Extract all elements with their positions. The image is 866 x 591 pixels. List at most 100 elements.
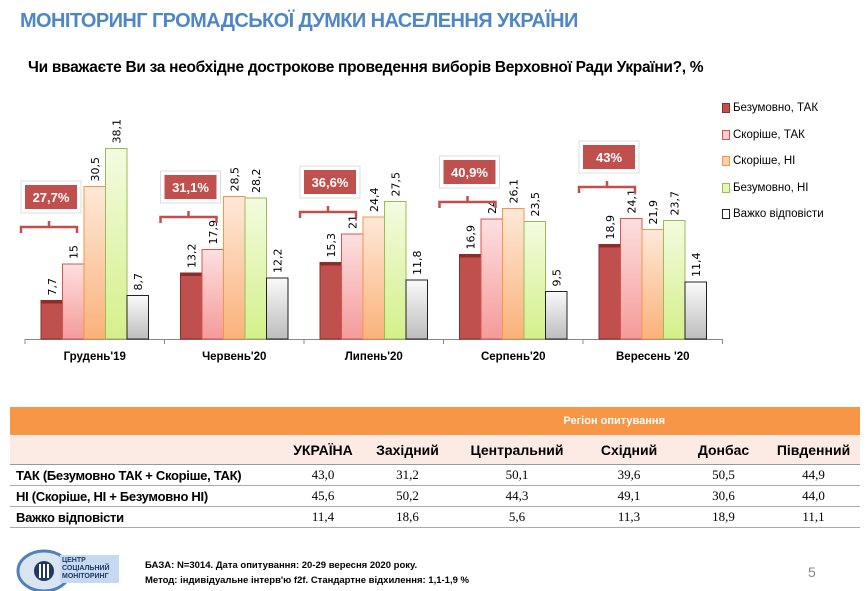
bar-0: [319, 262, 342, 340]
callout-bracket: [577, 181, 637, 193]
bar-0: [180, 272, 203, 340]
legend-swatch: [722, 103, 730, 114]
table-cell: 49,1: [578, 485, 680, 507]
legend-item: Скоріше, НІ: [722, 148, 824, 175]
column-header: Донбас: [680, 435, 767, 465]
bar-2: [641, 229, 664, 340]
bar-3: [244, 197, 267, 340]
column-header: Східний: [578, 435, 680, 465]
bar-top-edge: [459, 254, 481, 258]
data-label: 21,9: [647, 200, 660, 225]
bar-4: [266, 277, 289, 340]
callout-box: [583, 145, 635, 169]
table-row: Важко відповісти 11,4 18,6 5,6 11,3 18,9…: [10, 506, 860, 528]
table-cell: 50,2: [359, 485, 456, 507]
table-cell: 50,5: [680, 464, 767, 486]
table-cell: 44,9: [767, 464, 860, 486]
legend-swatch: [722, 129, 730, 140]
page-number: 5: [808, 564, 816, 580]
bar-4: [126, 295, 149, 340]
callout-label: 31,1%: [172, 180, 209, 195]
category-label: Грудень'19: [64, 351, 126, 363]
data-label: 28,5: [228, 167, 241, 192]
bar-top-edge: [180, 273, 202, 276]
data-label: 21: [346, 215, 359, 229]
legend-swatch: [722, 182, 730, 193]
bar-top-edge: [599, 244, 621, 248]
callout-bracket: [19, 221, 79, 233]
callout-box: [164, 175, 217, 199]
data-label: 24,1: [625, 189, 638, 214]
legend-item: Скоріше, ТАК: [722, 122, 824, 149]
data-label: 30,5: [89, 157, 102, 182]
column-header: Південний: [767, 435, 860, 465]
data-label: 11,4: [690, 253, 703, 278]
callout-box: [304, 170, 356, 194]
table-cell: 50,1: [456, 464, 578, 486]
bar-2: [223, 196, 246, 340]
bar-top-edge: [41, 300, 63, 304]
table-cell: 45,6: [287, 485, 359, 507]
logo-text: ЦЕНТР СОЦІАЛЬНИЙ МОНІТОРИНГ: [60, 555, 119, 583]
table-cell: 44,0: [767, 485, 860, 507]
callout-label: 36,6%: [312, 175, 349, 190]
footer-notes: БАЗА: N=3014. Дата опитування: 20-29 вер…: [145, 558, 469, 588]
bar-3: [523, 221, 546, 340]
data-label: 11,8: [411, 251, 424, 276]
legend-label: Скоріше, ТАК: [733, 128, 805, 141]
row-label: ТАК (Безумовно ТАК + Скоріше, ТАК): [10, 464, 287, 486]
legend-swatch: [722, 209, 730, 220]
bar-4: [405, 279, 428, 340]
footer-base: БАЗА: N=3014. Дата опитування: 20-29 вер…: [145, 560, 418, 571]
column-header: Західний: [359, 435, 456, 465]
data-label: 8,7: [132, 273, 145, 291]
row-label: НІ (Скоріше, НІ + Безумовно НІ): [10, 485, 287, 507]
callout-bracket: [159, 211, 218, 223]
table-cell: 11,3: [578, 506, 680, 528]
data-label: 38,1: [110, 119, 123, 144]
data-label: 18,9: [604, 215, 617, 240]
table-cell: 31,2: [359, 464, 456, 486]
category-label: Вересень '20: [616, 351, 690, 363]
data-label: 23,5: [529, 192, 542, 217]
legend-item: Безумовно, ТАК: [722, 95, 824, 122]
legend-item: Важко відповісти: [722, 201, 824, 228]
data-label: 9,5: [550, 269, 563, 287]
legend-swatch: [722, 156, 730, 167]
data-label: 15: [67, 245, 80, 259]
bar-1: [341, 233, 364, 340]
table-cell: 11,1: [767, 506, 860, 528]
bar-3: [384, 201, 407, 340]
bar-2: [502, 208, 525, 340]
legend-label: Важко відповісти: [733, 208, 824, 221]
data-label: 23,7: [668, 191, 681, 216]
data-label: 7,7: [46, 278, 59, 296]
data-label: 26,1: [507, 179, 520, 204]
bar-chart: 7,7 15 30,5 38,1 8,7 Грудень'19 27,7% 13,2 17,9 2…: [19, 119, 723, 363]
data-label: 27,5: [389, 172, 402, 197]
bar-1: [62, 263, 85, 340]
callout-label: 27,7%: [33, 190, 70, 205]
table-row: НІ (Скоріше, НІ + Безумовно НІ) 45,6 50,…: [10, 485, 860, 507]
page-title: МОНІТОРИНГ ГРОМАДСЬКОЇ ДУМКИ НАСЕЛЕННЯ У…: [20, 10, 578, 32]
callout-bracket: [438, 196, 497, 208]
bar-4: [684, 281, 707, 340]
bar-4: [545, 291, 568, 340]
data-label: 17,9: [207, 220, 220, 245]
bar-1: [201, 249, 224, 340]
table-cell: 30,6: [680, 485, 767, 507]
bar-3: [105, 148, 128, 340]
bar-0: [40, 300, 63, 340]
bar-0: [459, 254, 482, 340]
data-label: 28,2: [250, 169, 263, 194]
column-header: УКРАЇНА: [287, 435, 359, 465]
bar-2: [83, 186, 106, 340]
legend-label: Безумовно, НІ: [733, 181, 809, 194]
bar-2: [362, 216, 385, 340]
table-cell: 18,9: [680, 506, 767, 528]
bar-0: [598, 244, 621, 340]
table-cell: 43,0: [287, 464, 359, 486]
data-label: 15,3: [325, 233, 338, 258]
data-label: 24,4: [368, 188, 381, 213]
legend-label: Скоріше, НІ: [733, 155, 796, 168]
